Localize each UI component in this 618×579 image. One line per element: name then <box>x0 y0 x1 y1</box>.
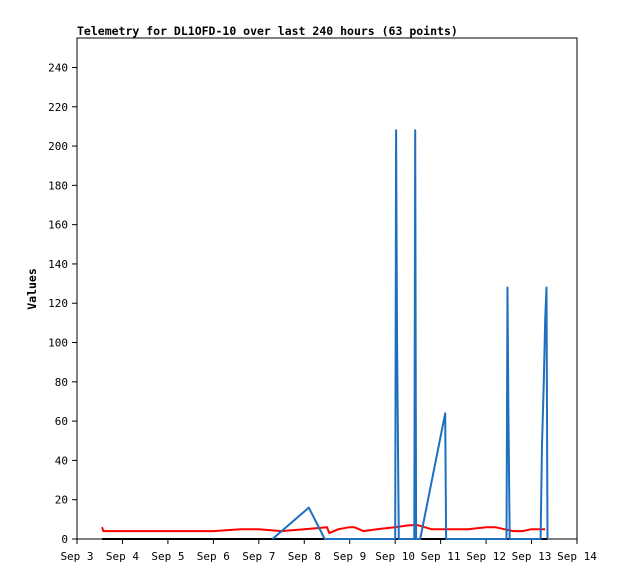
y-tick-label: 200 <box>48 140 68 153</box>
y-tick-label: 180 <box>48 179 68 192</box>
y-axis: 0 20 40 60 80 100 120 140 160 180 200 220 240 <box>48 61 77 546</box>
y-tick-label: 80 <box>55 376 68 389</box>
y-axis-label: Values <box>25 268 39 310</box>
series-line-3 <box>271 129 549 540</box>
y-tick-label: 20 <box>55 494 68 507</box>
y-tick-label: 120 <box>48 297 68 310</box>
x-tick-label: Sep 4 <box>106 550 139 563</box>
x-tick-label: Sep 6 <box>197 550 230 563</box>
series-line-2 <box>101 524 546 535</box>
x-tick-label: Sep 10 <box>375 550 415 563</box>
plot-frame <box>76 37 578 540</box>
y-tick-label: 160 <box>48 219 68 232</box>
y-tick-label: 0 <box>61 533 68 546</box>
x-tick-label: Sep 3 <box>60 550 93 563</box>
x-tick-label: Sep 7 <box>242 550 275 563</box>
y-tick-label: 100 <box>48 337 68 350</box>
y-tick-label: 40 <box>55 454 68 467</box>
x-tick-label: Sep 13 <box>512 550 552 563</box>
x-tick-label: Sep 14 <box>557 550 597 563</box>
series-layer <box>101 129 549 540</box>
x-axis: Sep 3 Sep 4 Sep 5 Sep 6 Sep 7 Sep 8 Sep 9 Sep 1… <box>60 539 597 563</box>
y-tick-label: 60 <box>55 415 68 428</box>
x-tick-label: Sep 8 <box>288 550 321 563</box>
y-tick-label: 140 <box>48 258 68 271</box>
chart-title: Telemetry for DL1OFD-10 over last 240 ho… <box>77 24 458 38</box>
y-tick-label: 220 <box>48 101 68 114</box>
y-tick-label: 240 <box>48 61 68 74</box>
x-tick-label: Sep 9 <box>333 550 366 563</box>
x-tick-label: Sep 5 <box>151 550 184 563</box>
x-tick-label: Sep 11 <box>421 550 461 563</box>
x-tick-label: Sep 12 <box>466 550 506 563</box>
